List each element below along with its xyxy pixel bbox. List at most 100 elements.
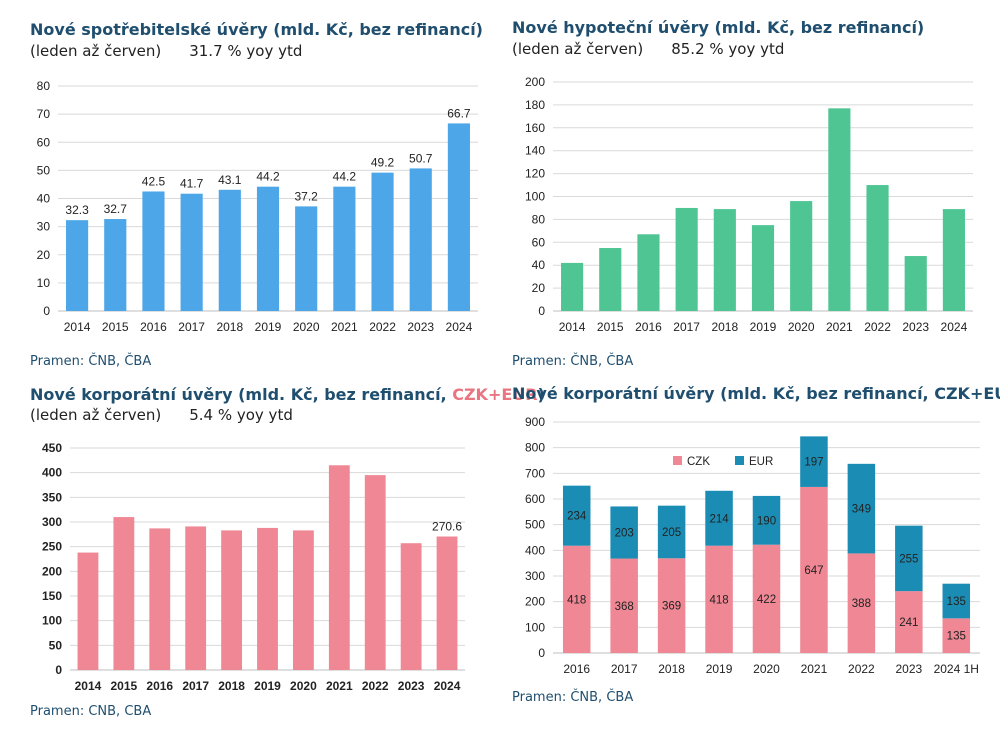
y-tick-label-mortgage: 80	[532, 212, 546, 226]
bar-eur-2022	[847, 463, 876, 554]
bar-corporate-2022	[364, 475, 386, 670]
bar-czk-2020	[752, 544, 781, 653]
x-tick-label-corporate-split: 2021	[801, 662, 828, 676]
x-tick-label-corporate-split: 2020	[753, 662, 780, 676]
y-tick-label-corporate-split: 0	[538, 646, 545, 660]
panel1-yoy: 31.7 % yoy ytd	[189, 42, 303, 60]
data-label-czk-2018: 369	[662, 601, 681, 613]
bar-eur-2016	[562, 485, 591, 546]
bar-czk-2021	[800, 486, 828, 653]
x-tick-label-consumer: 2014	[64, 320, 91, 334]
y-tick-label-mortgage: 180	[525, 98, 545, 112]
x-tick-label-consumer: 2021	[331, 320, 358, 334]
panel3-period: (leden až červen)	[30, 406, 162, 424]
y-tick-label-corporate-split: 200	[525, 595, 545, 609]
bar-consumer-2016	[142, 191, 165, 311]
data-label-consumer-2022: 49.2	[371, 156, 395, 170]
x-tick-label-mortgage: 2017	[673, 320, 700, 334]
x-tick-label-consumer: 2017	[178, 320, 205, 334]
x-tick-label-corporate: 2016	[146, 679, 173, 693]
data-label-eur-2019: 214	[709, 513, 729, 525]
y-tick-label-consumer: 20	[37, 248, 51, 262]
data-label-eur-2021: 197	[804, 457, 823, 469]
x-tick-label-corporate-split: 2016	[563, 662, 590, 676]
data-label-consumer-2020: 37.2	[295, 189, 319, 203]
bar-consumer-2019	[256, 186, 280, 311]
bar-corporate-2021	[328, 465, 350, 670]
panel2-period: (leden až červen)	[512, 40, 644, 58]
data-label-czk-2020: 422	[757, 594, 776, 606]
x-tick-label-consumer: 2015	[102, 320, 129, 334]
bar-czk-2024 1H	[942, 618, 971, 653]
bar-consumer-2018	[218, 189, 241, 311]
x-tick-label-corporate: 2018	[218, 679, 245, 693]
bar-czk-2022	[847, 553, 876, 653]
y-tick-label-mortgage: 20	[532, 281, 546, 295]
bar-mortgage-2021	[828, 108, 851, 312]
bar-consumer-2020	[295, 206, 318, 311]
x-tick-label-corporate-split: 2017	[611, 662, 638, 676]
y-tick-label-consumer: 60	[37, 135, 51, 149]
y-tick-label-mortgage: 200	[525, 75, 545, 89]
bar-mortgage-2019	[751, 225, 775, 311]
data-label-czk-2023: 241	[899, 617, 918, 629]
panel3-title-highlight: CZK+EUR	[452, 385, 538, 404]
data-label-consumer-2017: 41.7	[180, 177, 204, 191]
bar-corporate-2019	[257, 527, 278, 670]
data-label-corporate-2024: 270.6	[432, 520, 462, 534]
x-tick-label-consumer: 2018	[216, 320, 243, 334]
x-tick-label-mortgage: 2014	[559, 320, 586, 334]
x-tick-label-corporate-split: 2018	[658, 662, 685, 676]
bar-corporate-2017	[185, 526, 207, 670]
data-label-consumer-2016: 42.5	[142, 174, 166, 188]
bar-consumer-2015	[104, 219, 127, 311]
x-tick-label-mortgage: 2022	[864, 320, 891, 334]
panel2-title: Nové hypoteční úvěry (mld. Kč, bez refin…	[512, 18, 925, 37]
bar-consumer-2021	[333, 186, 356, 311]
panel1-period: (leden až červen)	[30, 42, 162, 60]
bar-eur-2018	[657, 505, 686, 559]
y-tick-label-corporate: 50	[49, 638, 63, 652]
bar-eur-2017	[610, 506, 638, 559]
y-tick-label-corporate: 100	[42, 614, 62, 628]
x-tick-label-consumer: 2024	[446, 320, 473, 334]
y-tick-label-mortgage: 0	[538, 304, 545, 318]
data-label-consumer-2024: 66.7	[447, 106, 471, 120]
data-label-eur-2018: 205	[662, 527, 681, 539]
x-tick-label-mortgage: 2021	[826, 320, 853, 334]
bar-czk-2016	[562, 545, 591, 653]
bar-mortgage-2014	[561, 262, 584, 311]
bar-corporate-2018	[221, 530, 243, 670]
data-label-eur-2024 1H: 135	[947, 596, 966, 608]
bar-czk-2019	[705, 545, 733, 653]
y-tick-label-mortgage: 100	[525, 190, 545, 204]
y-tick-label-mortgage: 120	[525, 167, 545, 181]
bar-mortgage-2020	[790, 201, 813, 311]
bar-czk-2017	[610, 558, 638, 653]
y-tick-label-corporate-split: 600	[525, 492, 545, 506]
bar-corporate-2014	[77, 552, 99, 670]
panel3-yoy: 5.4 % yoy ytd	[189, 406, 293, 424]
panel1-title: Nové spotřebitelské úvěry (mld. Kč, bez …	[30, 20, 483, 39]
data-label-czk-2017: 368	[615, 601, 634, 613]
x-tick-label-corporate: 2020	[290, 679, 317, 693]
y-tick-label-corporate: 250	[42, 540, 62, 554]
data-label-eur-2022: 349	[852, 504, 871, 516]
panel3-title-main: Nové korporátní úvěry (mld. Kč, bez refi…	[30, 385, 453, 404]
data-label-consumer-2018: 43.1	[218, 173, 242, 187]
x-tick-label-corporate-split: 2022	[848, 662, 875, 676]
y-tick-label-corporate-split: 700	[525, 466, 545, 480]
data-label-czk-2016: 418	[567, 594, 586, 606]
data-label-eur-2023: 255	[899, 553, 918, 565]
panel1-source: Pramen: ČNB, ČBA	[30, 354, 152, 369]
x-tick-label-corporate-split: 2024 1H	[934, 662, 979, 676]
bar-mortgage-2024	[942, 209, 965, 311]
y-tick-label-corporate: 450	[42, 441, 62, 455]
bar-mortgage-2017	[675, 207, 698, 311]
y-tick-label-consumer: 70	[37, 107, 51, 121]
y-tick-label-mortgage: 60	[532, 235, 546, 249]
data-label-consumer-2023: 50.7	[409, 151, 433, 165]
panel1-subtitle: (leden až červen) 31.7 % yoy ytd	[30, 42, 302, 60]
x-tick-label-corporate: 2022	[362, 679, 389, 693]
